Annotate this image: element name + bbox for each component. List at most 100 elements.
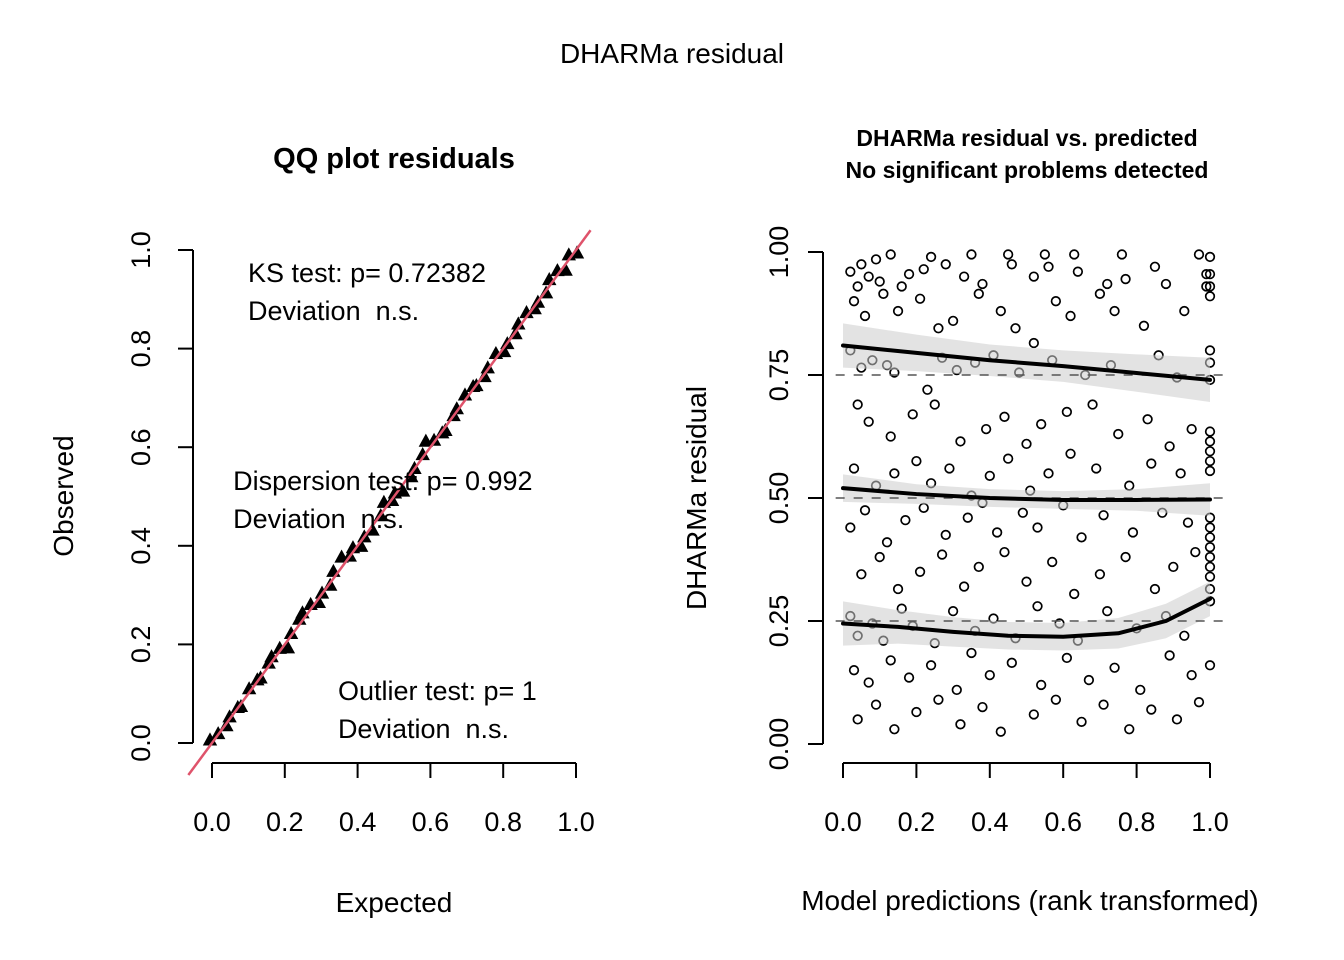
residual-point	[1050, 296, 1062, 307]
residual-point	[863, 677, 874, 688]
residual-point	[1204, 446, 1216, 457]
residual-point	[1065, 310, 1076, 322]
residual-point	[1076, 716, 1087, 728]
residual-point	[922, 384, 933, 395]
residual-point	[1094, 569, 1106, 580]
residual-point	[1204, 542, 1216, 553]
residual-point	[1171, 714, 1183, 725]
residual-point	[1076, 532, 1087, 543]
residual-point	[1142, 414, 1153, 425]
residual-point	[955, 719, 966, 730]
residual-point	[973, 561, 984, 573]
x-tick-label: 0.2	[266, 807, 304, 837]
residual-point	[1204, 532, 1216, 543]
x-tick-label: 0.0	[193, 807, 231, 837]
residual-point	[1032, 522, 1043, 533]
residual-panel-title: DHARMa residual vs. predicted	[856, 125, 1197, 151]
residual-point	[896, 281, 907, 292]
residual-panel-subtitle: No significant problems detected	[846, 157, 1209, 183]
confidence-band	[843, 474, 1210, 516]
residual-point	[892, 583, 904, 595]
residual-point	[845, 266, 856, 277]
qq-point-triangle	[280, 640, 296, 654]
residual-point	[1204, 291, 1216, 302]
residual-point	[1124, 724, 1135, 735]
residual-point	[1164, 441, 1175, 452]
qq-point-triangle	[395, 483, 411, 497]
x-tick-label: 1.0	[557, 807, 595, 837]
residual-point	[1149, 583, 1161, 595]
residual-point	[1149, 261, 1161, 272]
x-tick-label: 0.4	[339, 807, 377, 837]
residual-point	[859, 310, 871, 322]
residual-point	[958, 271, 970, 282]
residual-point	[889, 724, 900, 735]
residual-point	[1190, 546, 1201, 558]
residual-point	[874, 276, 885, 287]
qq-axes: 0.0 0.2 0.4 0.6 0.8 1.0 0.0 0.2 0.4 0.6 0.8 1.0	[126, 231, 595, 837]
residual-point	[925, 660, 937, 671]
residual-point	[1116, 249, 1128, 260]
residual-point	[973, 288, 984, 299]
residual-point	[900, 514, 911, 526]
qq-annotation-line: KS test: p= 0.72382	[248, 258, 486, 288]
x-tick-label: 0.0	[824, 807, 862, 837]
residual-point	[1186, 669, 1197, 681]
residual-point	[1204, 551, 1216, 563]
quantile-line	[841, 343, 1212, 382]
residual-point	[1138, 320, 1150, 331]
y-tick-label: 0.8	[126, 330, 156, 368]
residual-point	[1168, 561, 1179, 573]
y-tick-label: 0.4	[126, 527, 156, 565]
residual-point	[1087, 399, 1098, 410]
residual-point	[929, 399, 940, 410]
residual-point	[1204, 455, 1216, 467]
y-tick-label: 1.00	[764, 226, 794, 279]
residual-point	[999, 546, 1010, 558]
residual-point	[947, 606, 959, 617]
qq-panel: QQ plot residuals 0.0 0.2 0.4 0.6 0.8 1.00.00…	[48, 143, 595, 918]
qq-annotation-line: Deviation n.s.	[233, 504, 404, 534]
residual-point	[852, 281, 863, 292]
residual-point	[1120, 273, 1131, 285]
residual-point	[1083, 674, 1095, 686]
residual-point	[1061, 652, 1073, 664]
residual-point	[1003, 249, 1014, 260]
residual-point	[918, 502, 929, 513]
residual-point	[1204, 436, 1216, 447]
residual-point	[1201, 268, 1212, 280]
qq-xaxis-label: Expected	[336, 887, 453, 918]
x-tick-label: 0.8	[1118, 807, 1156, 837]
qq-annotation-line: Dispersion test: p= 0.992	[233, 466, 532, 496]
residual-point	[1193, 697, 1205, 708]
residual-point	[1204, 251, 1216, 263]
residual-point	[1179, 630, 1190, 641]
x-tick-label: 0.6	[412, 807, 450, 837]
y-tick-label: 0.2	[126, 626, 156, 664]
residual-point	[1109, 305, 1120, 317]
qq-annotation-line: Deviation n.s.	[338, 714, 509, 744]
x-tick-label: 1.0	[1191, 807, 1229, 837]
residual-point	[991, 527, 1003, 538]
residual-point	[1006, 259, 1017, 270]
residual-point	[874, 551, 885, 563]
residual-point	[1017, 507, 1028, 518]
residual-point	[1091, 463, 1102, 474]
residual-point	[977, 701, 988, 713]
qq-panel-title: QQ plot residuals	[273, 143, 515, 175]
residual-point	[966, 647, 977, 659]
residual-point	[848, 296, 860, 307]
residual-point	[852, 714, 863, 725]
residual-point	[1098, 699, 1109, 710]
residual-point	[1036, 419, 1047, 430]
residual-point	[1204, 571, 1216, 582]
y-tick-label: 0.00	[764, 718, 794, 771]
x-tick-label: 0.6	[1044, 807, 1082, 837]
residual-point	[1204, 345, 1216, 356]
residual-point	[1047, 556, 1058, 568]
residual-point	[911, 455, 922, 467]
residual-point	[1021, 576, 1032, 587]
residual-point	[859, 505, 871, 516]
